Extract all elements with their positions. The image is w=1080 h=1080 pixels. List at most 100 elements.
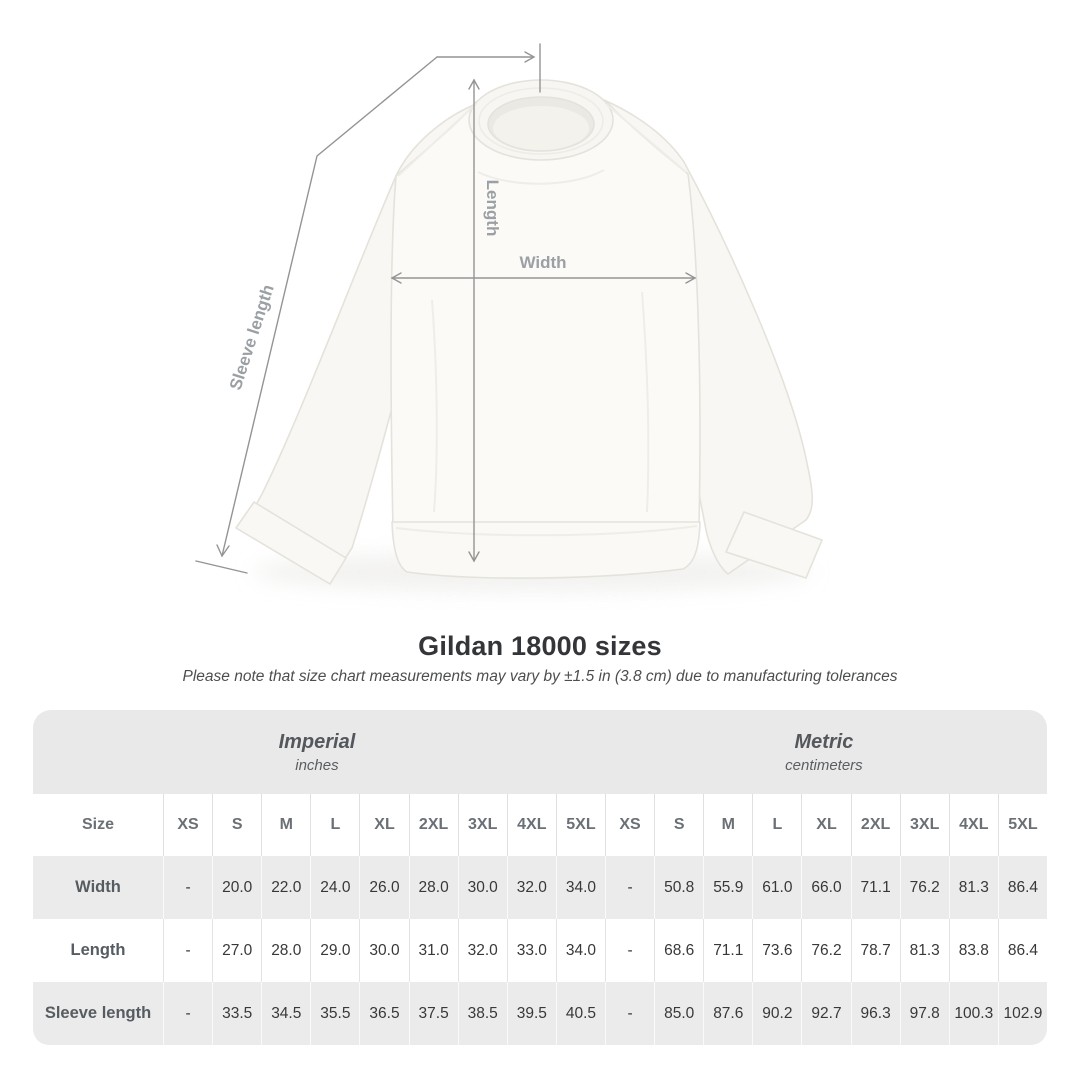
arrowhead-up [468,78,480,90]
length-label: Length [483,180,502,237]
value-cell: 81.3 [948,856,998,919]
size-column-label: Size [81,816,114,833]
page-title: Gildan 18000 sizes [418,631,662,661]
size-header-cell: 3XL [457,794,507,856]
sleeve-length-label: Sleeve length [226,282,278,392]
value-cell: 61.0 [752,856,801,919]
value-cell: 85.0 [654,982,703,1045]
value-cell: 78.7 [850,919,900,982]
value-cell: 50.8 [654,856,703,919]
value-cell: 33.5 [212,982,261,1045]
cuff-tick [195,560,248,574]
value-cell: 90.2 [752,982,801,1045]
size-header-row: Size XS S M L XL 2XL 3XL 4XL 5XL XS S M L XL 2XL 3XL 4XL… [33,794,1047,856]
value-cell: 66.0 [801,856,850,919]
value-cell: 86.4 [997,856,1047,919]
value-cell: 102.9 [997,982,1047,1045]
value-cell: 28.0 [408,856,458,919]
size-header-cell: L [752,794,801,856]
value-cell: 55.9 [703,856,752,919]
value-cell: 30.0 [359,919,408,982]
chest-fold [477,169,605,185]
value-cell: 27.0 [212,919,261,982]
metric-units: centimeters [785,756,863,774]
value-cell: - [604,856,654,919]
tolerance-note: Please note that size chart measurements… [182,668,898,685]
arrowhead-sleeve-end [216,544,230,558]
value-cell: 29.0 [310,919,359,982]
value-cell: 31.0 [408,919,458,982]
size-header-cell: 5XL [555,794,605,856]
value-cell: - [604,982,654,1045]
value-cell: 83.8 [948,919,998,982]
arrowhead-down [468,551,480,563]
fold-left [431,299,438,513]
right-cuff [725,511,823,579]
size-header-cell: XS [163,794,212,856]
value-cell: 68.6 [654,919,703,982]
value-cell: 71.1 [850,856,900,919]
size-header-cell: L [310,794,359,856]
left-cuff [235,501,347,585]
waistband [391,521,701,579]
value-cell: 40.5 [555,982,605,1045]
sleeve-line-diagonal [221,56,438,557]
size-header-cell: 5XL [997,794,1047,856]
metric-group-header: Metric centimeters [601,710,1047,794]
table-row: Sleeve length -33.5 34.5 35.5 36.5 37.5 38.5 39… [33,982,1047,1045]
size-header-cell: 2XL [850,794,900,856]
value-cell: 71.1 [703,919,752,982]
value-cell: 73.6 [752,919,801,982]
value-cell: 76.2 [899,856,949,919]
value-cell: 37.5 [408,982,458,1045]
table-body: Width -20.0 22.0 24.0 26.0 28.0 30.0 32.0 34.0-5… [33,856,1047,1045]
value-cell: 32.0 [457,919,507,982]
value-cell: 35.5 [310,982,359,1045]
arrowhead-right [524,51,536,63]
imperial-label: Imperial [278,730,356,753]
value-cell: 38.5 [457,982,507,1045]
size-header-cell: XS [604,794,654,856]
sweatshirt-measurement-figure: Width Length Sleeve length [195,43,823,592]
sweatshirt-illustration [235,79,823,585]
metric-label: Metric [794,730,854,753]
value-cell: 22.0 [261,856,310,919]
table-row: Width -20.0 22.0 24.0 26.0 28.0 30.0 32.0 34.0-5… [33,856,1047,919]
size-header-cell: M [703,794,752,856]
value-cell: 87.6 [703,982,752,1045]
value-cell: 34.5 [261,982,310,1045]
value-cell: 20.0 [212,856,261,919]
unit-header-band: Imperial inches Metric centimeters [33,710,1047,794]
size-header-cell: S [654,794,703,856]
value-cell: 100.3 [948,982,998,1045]
size-header-cell: 4XL [506,794,556,856]
value-cell: 36.5 [359,982,408,1045]
value-cell: 33.0 [506,919,556,982]
left-shoulder-seam [397,103,477,177]
size-header-cell: XL [359,794,408,856]
collar-inner-back [493,106,589,150]
right-shoulder-seam [605,103,687,173]
value-cell: 92.7 [801,982,850,1045]
size-table: Imperial inches Metric centimeters Size … [33,710,1047,1045]
measurement-lines [195,43,697,574]
imperial-units: inches [295,756,339,774]
value-cell: 39.5 [506,982,556,1045]
fold-right [641,291,650,513]
row-label: Width [75,878,121,896]
value-cell: 86.4 [997,919,1047,982]
size-header-cell: M [261,794,310,856]
row-label: Length [70,941,126,959]
value-cell: 96.3 [850,982,900,1045]
value-cell: 28.0 [261,919,310,982]
value-cell: 30.0 [457,856,507,919]
imperial-group-header: Imperial inches [33,710,601,794]
arrowhead-left [390,272,402,284]
size-header-cell: 4XL [948,794,998,856]
hem-seam [395,525,698,537]
size-header-cell: 2XL [408,794,458,856]
size-header-cell: S [212,794,261,856]
size-header-cell: XL [801,794,850,856]
value-cell: - [163,856,212,919]
